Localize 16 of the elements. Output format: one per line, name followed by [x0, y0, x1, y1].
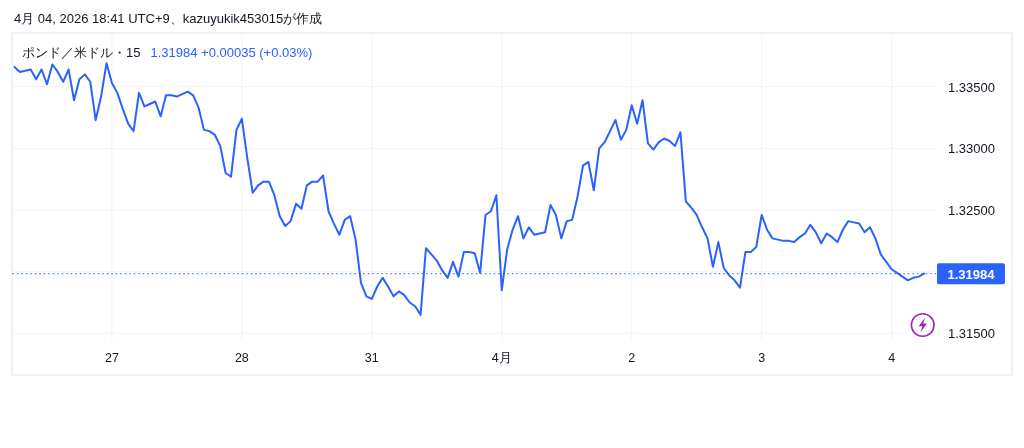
x-tick-label: 28 [234, 351, 249, 365]
text: 4月 04, 2026 18:41 UTC+9、kazuyukik453015が作成 [14, 10, 323, 26]
x-tick-label: 3 [758, 351, 766, 365]
x-tick-label: 4月 [491, 351, 512, 365]
y-tick-label: 1.31500 [948, 325, 995, 341]
x-tick-label: 4 [888, 351, 896, 365]
y-tick-label: 1.33000 [948, 140, 995, 156]
x-tick-label: 2 [628, 351, 636, 365]
text: ポンド／米ドル・15 [22, 44, 141, 60]
y-tick-label: 1.33500 [948, 79, 995, 95]
x-tick-label: 27 [104, 351, 119, 365]
annotation: 1.31984 +0.00035 (+0.03%) [150, 44, 313, 60]
x-tick-label: 31 [364, 351, 379, 365]
y-tick-label: 1.32500 [948, 202, 995, 218]
ref-line-label: 1.31984 [947, 266, 996, 282]
ref-line: 1.31984 [11, 263, 1005, 285]
